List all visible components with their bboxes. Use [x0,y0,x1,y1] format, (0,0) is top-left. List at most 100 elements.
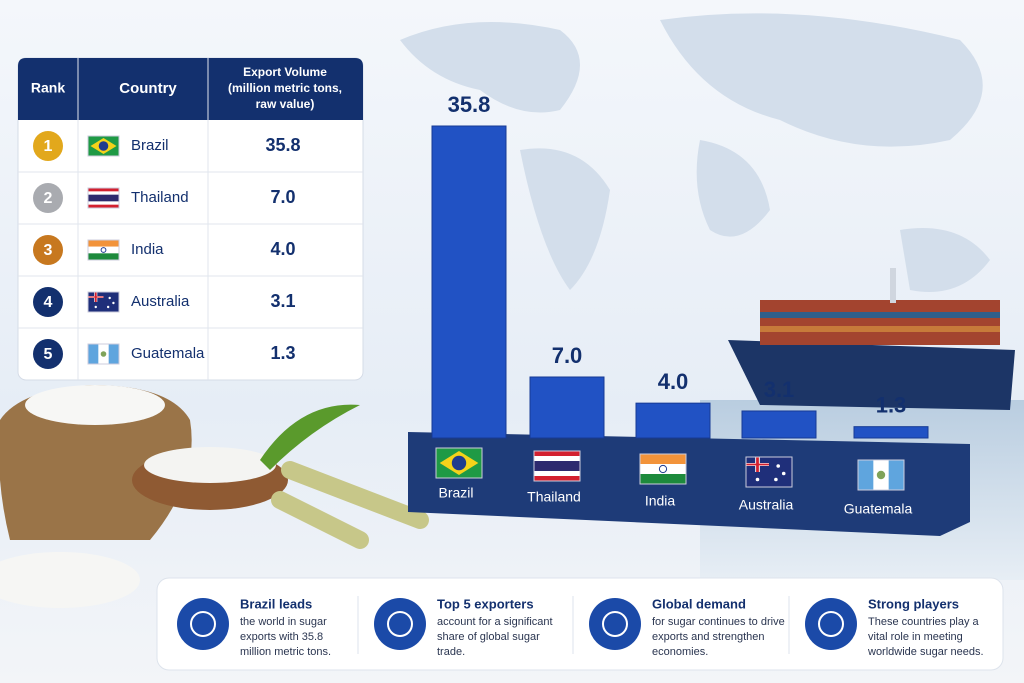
volume: 4.0 [270,239,295,259]
flag-part [88,253,119,260]
flag-part [94,292,97,302]
flag-part [94,305,97,309]
card-icon [177,598,229,650]
flag [435,447,483,479]
value-label: 3.1 [764,377,795,402]
flag-part [774,477,778,482]
flag-part [776,464,780,468]
flag-part [88,240,119,247]
bar [431,125,507,439]
card-text: vital role in meeting [868,631,963,643]
rank-badge [33,287,63,317]
header-rank: Rank [31,80,65,96]
flag-part [87,135,120,157]
bar [741,410,817,439]
flag-part [534,461,580,471]
flag-part [88,194,119,202]
flag-part [435,447,483,479]
flag-part [640,464,686,474]
country: Brazil [131,137,169,154]
card-text: account for a significant [437,616,553,628]
flag [87,343,120,365]
flag-part [640,474,686,484]
flag-part [533,450,581,482]
flag-part [640,454,686,464]
flag-part [87,187,120,209]
category-label: Australia [739,497,794,513]
card-icon-glyph [190,611,216,637]
flag-part [88,292,119,312]
card-icon [374,598,426,650]
card-icon [589,598,641,650]
card-text: worldwide sugar needs. [867,646,984,658]
rank: 4 [44,294,53,311]
card-title: Brazil leads [240,596,312,611]
card-text: trade. [437,646,465,658]
sugar-decoration [0,385,429,608]
flag-part [639,453,687,485]
card-title: Global demand [652,596,746,611]
rank-badge [33,235,63,265]
rank: 3 [44,242,53,259]
flag [639,453,687,485]
table-header [18,58,363,120]
flag-part [876,470,886,480]
category-label: India [645,493,676,509]
card-text: share of global sugar [437,631,540,643]
ship [728,268,1015,410]
value-label: 4.0 [658,369,689,394]
rank: 1 [44,138,53,155]
card-icon-glyph [818,611,844,637]
volume: 1.3 [270,343,295,363]
flag-part [451,455,467,471]
card-icon-glyph [387,611,413,637]
flag-part [100,351,107,357]
flag-part [108,296,111,300]
country: Thailand [131,189,189,206]
value-label: 7.0 [552,343,583,368]
header-country: Country [119,80,177,97]
flag-part [87,291,120,313]
card-icon-glyph [602,611,628,637]
card-title: Top 5 exporters [437,596,534,611]
card-text: million metric tons. [240,646,331,658]
value-label: 35.8 [448,92,491,117]
header-volume: (million metric tons, [228,81,342,95]
flag-part [755,477,760,482]
world-map [400,13,990,292]
category-label: Guatemala [844,501,913,517]
rank-badge [33,183,63,213]
volume: 3.1 [270,291,295,311]
flag-part [87,343,120,365]
flag-part [100,247,107,253]
card-text: economies. [652,646,708,658]
flag-part [781,471,786,476]
volume: 35.8 [265,135,300,155]
ranking-table: Rank Country Export Volume (million metr… [17,57,364,381]
card-text: the world in sugar [240,616,327,628]
rank-badge [33,131,63,161]
card-text: These countries play a [868,616,980,628]
flag [87,135,120,157]
header-volume: Export Volume [243,65,327,79]
flag [745,456,793,488]
category-label: Thailand [527,489,581,505]
card-title: Strong players [868,596,959,611]
rank: 2 [44,190,53,207]
header-volume: raw value) [256,97,315,111]
flag-part [745,456,793,488]
flag-part [658,464,668,474]
flag-part [88,246,119,254]
flag [87,187,120,209]
cards-panel [156,577,1004,671]
value-label: 1.3 [876,392,907,417]
volume: 7.0 [270,187,295,207]
flag [857,459,905,491]
flag-part [756,457,759,472]
card-text: exports and strengthen [652,631,765,643]
flag-part [87,239,120,261]
flag-part [106,305,110,309]
country: India [131,241,164,258]
country: Guatemala [131,345,205,362]
